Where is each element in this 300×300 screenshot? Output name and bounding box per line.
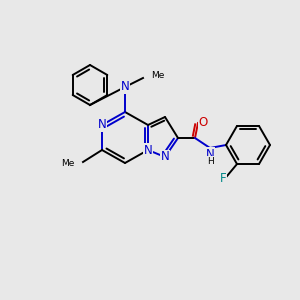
Text: H: H bbox=[207, 157, 213, 166]
Text: O: O bbox=[198, 116, 208, 130]
Text: N: N bbox=[160, 151, 169, 164]
Text: N: N bbox=[144, 143, 152, 157]
Text: N: N bbox=[121, 80, 129, 94]
Text: Me: Me bbox=[61, 160, 75, 169]
Text: F: F bbox=[220, 172, 226, 184]
Text: N: N bbox=[206, 148, 214, 160]
Text: Me: Me bbox=[151, 71, 164, 80]
Text: N: N bbox=[98, 118, 106, 131]
